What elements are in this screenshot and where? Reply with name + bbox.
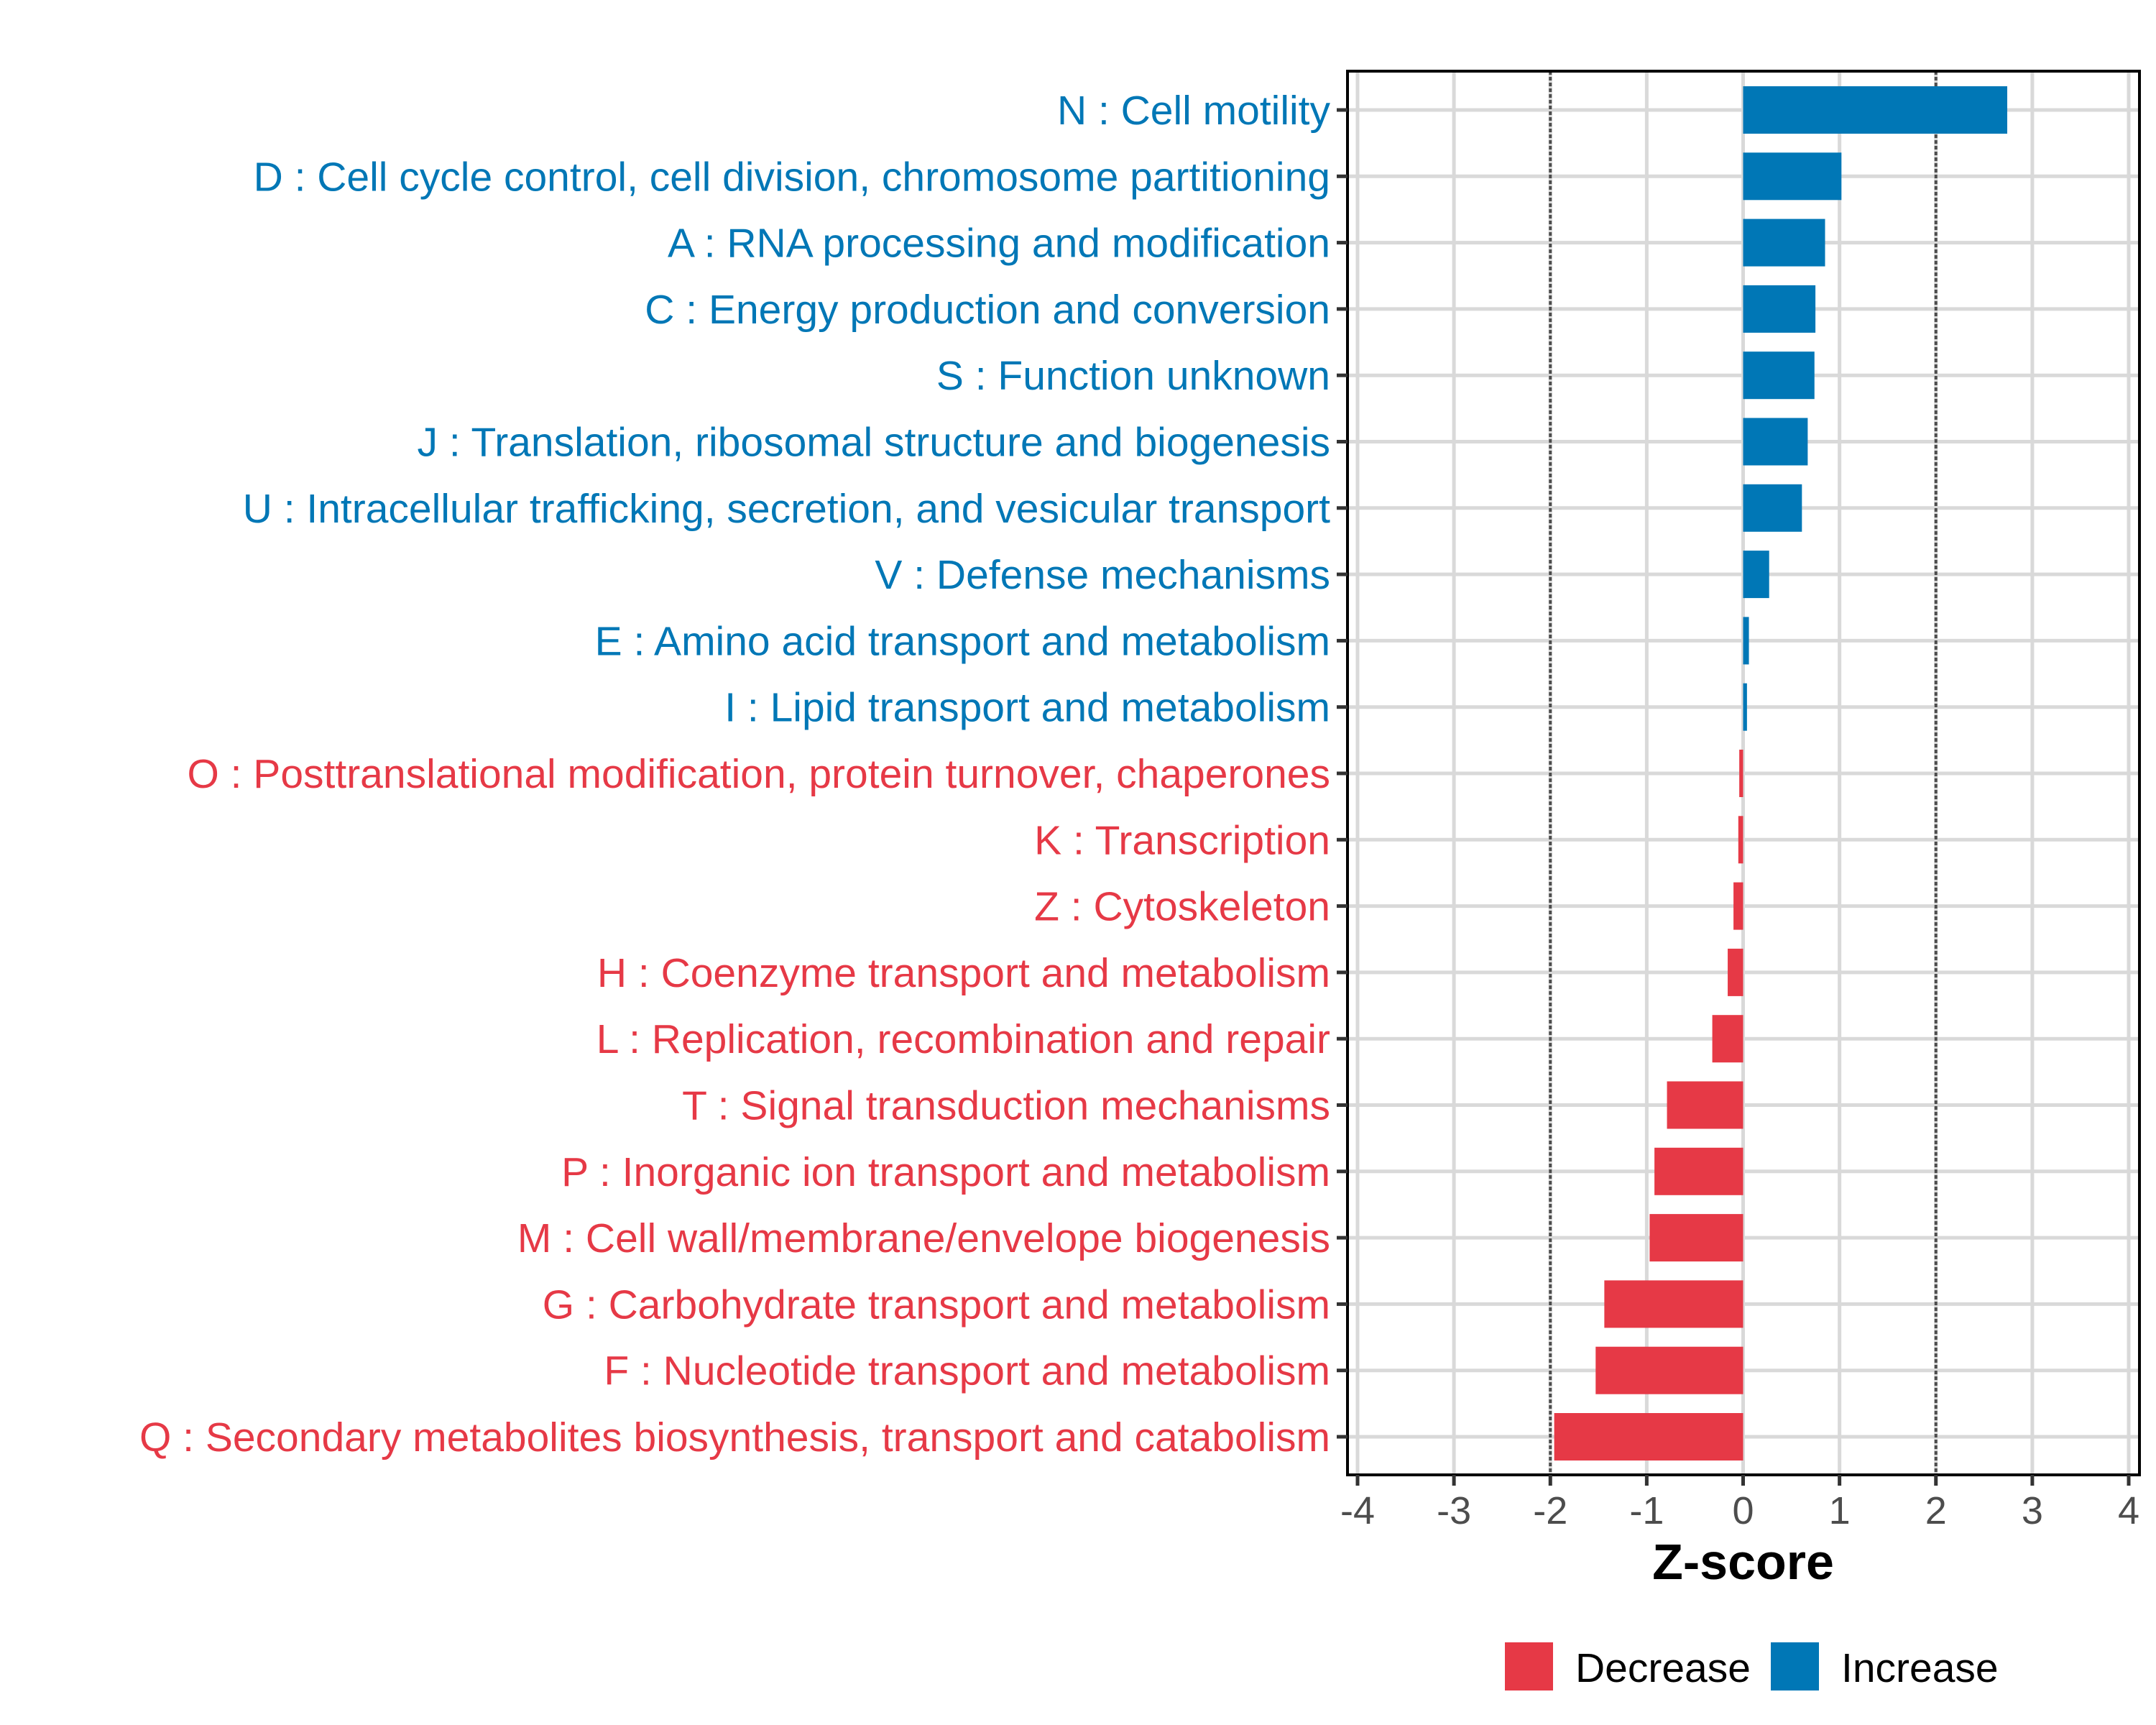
x-tick-label: -1 xyxy=(1629,1489,1664,1532)
bar xyxy=(1738,816,1743,864)
legend-swatch-increase xyxy=(1771,1642,1819,1690)
y-tick-label: V : Defense mechanisms xyxy=(875,552,1330,598)
y-tick-label: D : Cell cycle control, cell division, c… xyxy=(254,154,1330,200)
y-tick-label: K : Transcription xyxy=(1034,817,1330,863)
y-tick-label: F : Nucleotide transport and metabolism xyxy=(604,1348,1330,1394)
y-tick-label: O : Posttranslational modification, prot… xyxy=(187,751,1330,797)
bar xyxy=(1743,617,1749,665)
bar xyxy=(1743,551,1769,599)
bar xyxy=(1743,218,1825,267)
bar xyxy=(1739,750,1743,797)
bars xyxy=(1554,86,2008,1460)
bar xyxy=(1554,1413,1743,1460)
bar xyxy=(1712,1015,1743,1063)
bar xyxy=(1667,1081,1743,1129)
bar xyxy=(1743,86,2008,134)
bar xyxy=(1743,418,1808,466)
y-tick-label: C : Energy production and conversion xyxy=(645,287,1330,333)
y-tick-label: J : Translation, ribosomal structure and… xyxy=(418,420,1330,466)
bar xyxy=(1743,351,1815,400)
bar xyxy=(1743,152,1842,201)
x-tick-label: -3 xyxy=(1437,1489,1471,1532)
y-tick-label: G : Carbohydrate transport and metabolis… xyxy=(543,1282,1330,1328)
x-tick-label: 1 xyxy=(1829,1489,1851,1532)
y-tick-label: L : Replication, recombination and repai… xyxy=(596,1016,1330,1062)
bar xyxy=(1728,948,1743,996)
x-axis: -4 -3 -2 -1 0 1 2 3 4 xyxy=(1340,1475,2139,1532)
legend-label-increase: Increase xyxy=(1841,1645,1999,1691)
reference-lines xyxy=(1549,71,1938,1475)
y-tick-label: P : Inorganic ion transport and metaboli… xyxy=(561,1149,1330,1195)
x-tick-label: -2 xyxy=(1533,1489,1567,1532)
y-tick-label: U : Intracellular trafficking, secretion… xyxy=(243,486,1330,532)
x-tick-label: -4 xyxy=(1340,1489,1375,1532)
y-tick-label: Z : Cytoskeleton xyxy=(1034,884,1330,930)
y-axis: N : Cell motility D : Cell cycle control,… xyxy=(139,88,1348,1460)
bar xyxy=(1649,1214,1743,1262)
y-tick-label: Q : Secondary metabolites biosynthesis, … xyxy=(139,1414,1330,1460)
y-tick-label: M : Cell wall/membrane/envelope biogenes… xyxy=(517,1215,1330,1261)
x-tick-label: 2 xyxy=(1925,1489,1947,1532)
y-tick-label: E : Amino acid transport and metabolism xyxy=(595,618,1330,664)
bar xyxy=(1733,882,1743,930)
y-tick-label: I : Lipid transport and metabolism xyxy=(724,685,1330,731)
bar xyxy=(1743,484,1802,532)
y-tick-label: H : Coenzyme transport and metabolism xyxy=(597,950,1330,996)
bar xyxy=(1654,1147,1743,1195)
x-tick-label: 3 xyxy=(2022,1489,2043,1532)
x-tick-label: 4 xyxy=(2118,1489,2139,1532)
x-tick-label: 0 xyxy=(1732,1489,1754,1532)
y-tick-label: A : RNA processing and modification xyxy=(668,221,1330,267)
legend-label-decrease: Decrease xyxy=(1575,1645,1751,1691)
legend: Decrease Increase xyxy=(1505,1642,1999,1691)
bar xyxy=(1743,683,1747,731)
legend-swatch-decrease xyxy=(1505,1642,1553,1690)
y-tick-label: N : Cell motility xyxy=(1057,88,1331,134)
bar xyxy=(1595,1346,1743,1394)
y-tick-label: T : Signal transduction mechanisms xyxy=(682,1083,1330,1129)
bar xyxy=(1604,1280,1743,1328)
x-axis-title: Z-score xyxy=(1652,1534,1834,1590)
y-tick-label: S : Function unknown xyxy=(936,353,1330,399)
bar xyxy=(1743,285,1816,333)
